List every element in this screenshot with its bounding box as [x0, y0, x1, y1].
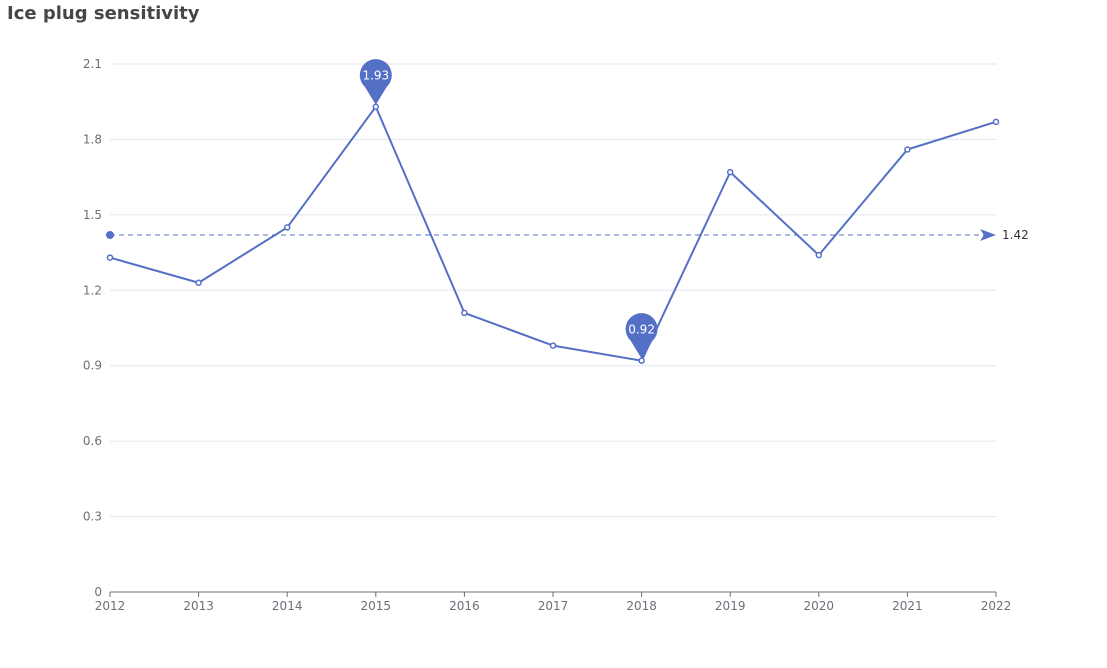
mark-line-arrow — [980, 228, 996, 241]
data-point — [726, 168, 734, 176]
y-tick-label: 2.1 — [83, 57, 102, 71]
mark-point-pin — [359, 59, 392, 105]
x-tick-label: 2021 — [892, 599, 923, 613]
x-tick-label: 2018 — [626, 599, 657, 613]
mark-point-label: 1.93 — [362, 69, 389, 83]
mark-point-pin — [625, 313, 658, 359]
y-tick-label: 0 — [94, 585, 102, 599]
y-tick-label: 0.6 — [83, 434, 102, 448]
data-point — [461, 309, 468, 317]
x-tick-label: 2017 — [538, 599, 569, 613]
x-tick-label: 2015 — [361, 599, 392, 613]
data-point — [904, 146, 911, 153]
x-tick-label: 2014 — [272, 599, 303, 613]
y-tick-label: 1.5 — [83, 208, 102, 222]
y-tick-label: 0.3 — [83, 510, 102, 524]
data-point — [815, 251, 823, 259]
y-tick-label: 0.9 — [83, 359, 102, 373]
data-point — [992, 118, 1000, 126]
data-point — [372, 103, 380, 110]
data-point — [638, 357, 645, 364]
data-point — [106, 254, 114, 261]
x-tick-label: 2020 — [804, 599, 835, 613]
x-tick-label: 2022 — [981, 599, 1012, 613]
data-point — [549, 342, 557, 349]
series-line — [109, 105, 997, 362]
chart-title: Ice plug sensitivity — [7, 3, 200, 24]
y-tick-label: 1.8 — [83, 132, 102, 146]
mark-line-start-dot — [106, 230, 114, 239]
x-tick-label: 2016 — [449, 599, 480, 613]
x-tick-label: 2019 — [715, 599, 746, 613]
mark-line-label: 1.42 — [1002, 228, 1029, 242]
data-point — [195, 279, 202, 286]
mark-point-label: 0.92 — [628, 323, 655, 337]
x-tick-label: 2012 — [95, 599, 126, 613]
data-point — [283, 224, 291, 231]
x-tick-label: 2013 — [183, 599, 214, 613]
y-tick-label: 1.2 — [83, 283, 102, 297]
